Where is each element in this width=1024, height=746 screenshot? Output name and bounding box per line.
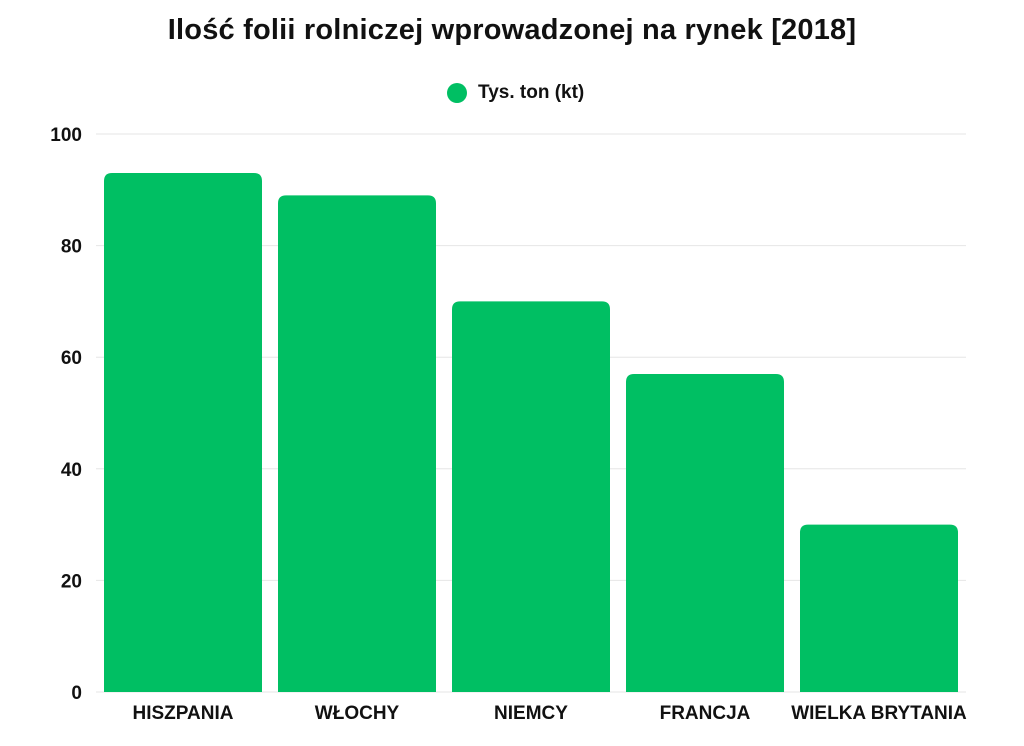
x-category-label: NIEMCY <box>494 703 568 724</box>
y-tick-label: 80 <box>61 237 82 258</box>
y-tick-label: 40 <box>61 460 82 481</box>
x-category-label: FRANCJA <box>660 703 751 724</box>
x-category-label: HISZPANIA <box>133 703 234 724</box>
bar <box>626 373 784 692</box>
bar <box>800 524 958 692</box>
bar <box>452 301 610 692</box>
y-tick-label: 60 <box>61 348 82 369</box>
legend-swatch <box>447 83 467 103</box>
y-tick-label: 100 <box>50 125 82 146</box>
bar <box>104 173 262 692</box>
y-tick-label: 20 <box>61 571 82 592</box>
x-category-label: WŁOCHY <box>315 703 400 724</box>
chart-legend: Tys. ton (kt) <box>447 82 584 104</box>
legend-label: Tys. ton (kt) <box>478 82 585 103</box>
bar <box>278 195 436 692</box>
y-tick-label: 0 <box>71 683 82 704</box>
x-category-label: WIELKA BRYTANIA <box>791 703 967 724</box>
chart-title: Ilość folii rolniczej wprowadzonej na ry… <box>167 14 857 46</box>
